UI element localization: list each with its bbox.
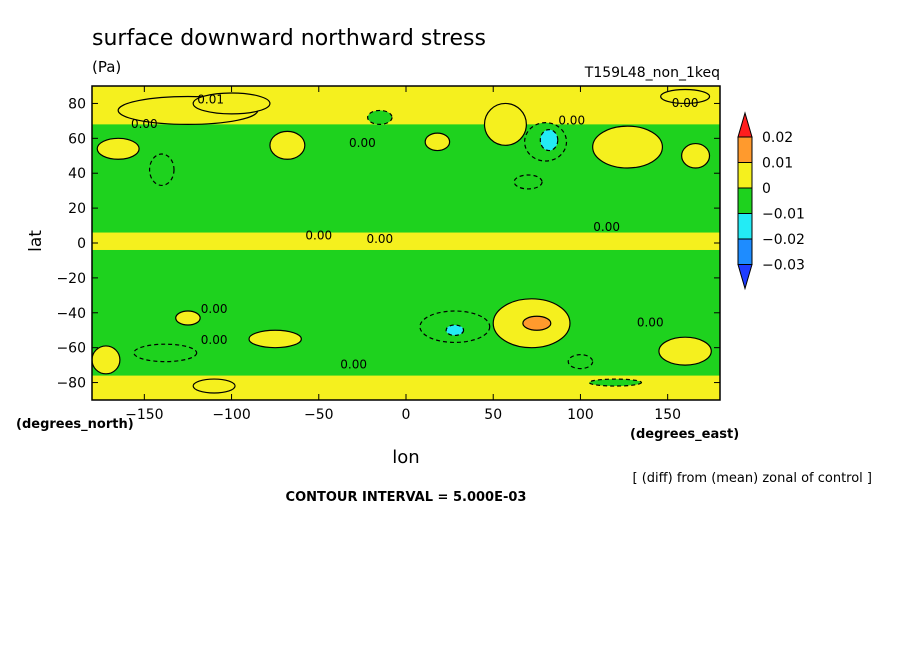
positive-anomaly-region xyxy=(96,137,140,160)
positive-anomaly-region xyxy=(658,336,712,366)
colorbar-label: 0 xyxy=(762,181,771,197)
contour-label: 0.00 xyxy=(558,113,585,127)
positive-anomaly-region xyxy=(522,315,552,331)
contour-label: 0.00 xyxy=(593,220,620,234)
positive-anomaly-region xyxy=(269,130,306,160)
colorbar-segment xyxy=(737,136,753,163)
positive-anomaly-region xyxy=(592,125,664,169)
contour-label: 0.00 xyxy=(340,358,367,372)
positive-anomaly-region xyxy=(175,310,201,326)
contour-interval-label: CONTOUR INTERVAL = 5.000E-03 xyxy=(286,490,527,505)
colorbar-segment xyxy=(737,238,753,265)
contour-label: 0.00 xyxy=(131,117,158,131)
colorbar-label: −0.01 xyxy=(762,207,805,223)
y-tick-label: 60 xyxy=(68,131,86,147)
y-axis-label: lat xyxy=(26,230,46,252)
x-tick-label: −50 xyxy=(304,407,334,423)
y-tick-label: −40 xyxy=(56,306,86,322)
positive-anomaly-region xyxy=(681,142,711,169)
colorbar-segment xyxy=(737,187,753,214)
colorbar-segment xyxy=(737,162,753,189)
positive-anomaly-region xyxy=(660,88,711,105)
x-tick-label: 150 xyxy=(654,407,681,423)
contour-label: 0.01 xyxy=(197,92,224,106)
negative-anomaly-region xyxy=(133,343,198,363)
colorbar-label: 0.01 xyxy=(762,156,793,172)
positive-anomaly-region xyxy=(248,329,302,349)
colorbar-lower-arrow xyxy=(737,264,753,291)
x-tick-label: 50 xyxy=(484,407,502,423)
colorbar-label: −0.02 xyxy=(762,232,805,248)
y-tick-label: −60 xyxy=(56,341,86,357)
negative-anomaly-region xyxy=(367,109,393,125)
positive-anomaly-region xyxy=(192,92,271,115)
x-tick-label: −150 xyxy=(125,407,163,423)
contour-label: 0.00 xyxy=(637,316,664,330)
x-axis-label: lon xyxy=(392,447,419,468)
positive-anomaly-region xyxy=(483,102,527,146)
x-tick-label: 0 xyxy=(402,407,411,423)
y-tick-label: −20 xyxy=(56,271,86,287)
colorbar-segment xyxy=(737,213,753,240)
contour-label: 0.00 xyxy=(201,333,228,347)
negative-anomaly-region xyxy=(513,174,543,190)
negative-anomaly-region xyxy=(148,153,175,187)
colorbar-upper-arrow xyxy=(737,111,753,138)
units-label: (Pa) xyxy=(92,58,121,76)
y-axis: 80 60 40 20 0 −20 −40 −60 −80 xyxy=(56,96,720,392)
positive-anomaly-region xyxy=(192,378,236,394)
negative-anomaly-region xyxy=(445,324,465,337)
negative-anomaly-region xyxy=(539,129,559,152)
negative-anomaly-region xyxy=(588,378,643,387)
stress-field: 0.01 0.00 0.00 0.00 0.00 0.00 0.00 0.00 0.00 0.00… xyxy=(92,86,720,400)
positive-anomaly-region xyxy=(92,345,121,375)
y-tick-label: −80 xyxy=(56,376,86,392)
zonal-band xyxy=(92,232,720,250)
contour-label: 0.00 xyxy=(305,229,332,243)
x-tick-label: 100 xyxy=(567,407,594,423)
run-label: T159L48_non_1keq xyxy=(584,65,720,81)
y-tick-label: 20 xyxy=(68,201,86,217)
x-tick-label: −100 xyxy=(212,407,250,423)
y-tick-label: 0 xyxy=(77,236,86,252)
contour-label: 0.00 xyxy=(366,232,393,246)
chart-title: surface downward northward stress xyxy=(92,26,486,51)
colorbar: 0.02 0.01 0 −0.01 −0.02 −0.03 xyxy=(737,111,805,291)
x-axis-units: (degrees_east) xyxy=(630,427,739,442)
y-tick-label: 80 xyxy=(68,96,86,112)
plot-area: 0.01 0.00 0.00 0.00 0.00 0.00 0.00 0.00 0.00 0.00… xyxy=(91,85,721,401)
y-tick-label: 40 xyxy=(68,166,86,182)
contour-label: 0.00 xyxy=(349,136,376,150)
colorbar-label: 0.02 xyxy=(762,130,793,146)
positive-anomaly-region xyxy=(424,132,451,152)
colorbar-label: −0.03 xyxy=(762,258,805,274)
x-axis: −150 −100 −50 0 50 100 150 xyxy=(125,86,681,423)
y-axis-units: (degrees_north) xyxy=(16,417,134,432)
negative-anomaly-region xyxy=(567,354,594,370)
note-label: [ (diff) from (mean) zonal of control ] xyxy=(633,471,872,486)
contour-label: 0.00 xyxy=(672,96,699,110)
contour-label: 0.00 xyxy=(201,302,228,316)
